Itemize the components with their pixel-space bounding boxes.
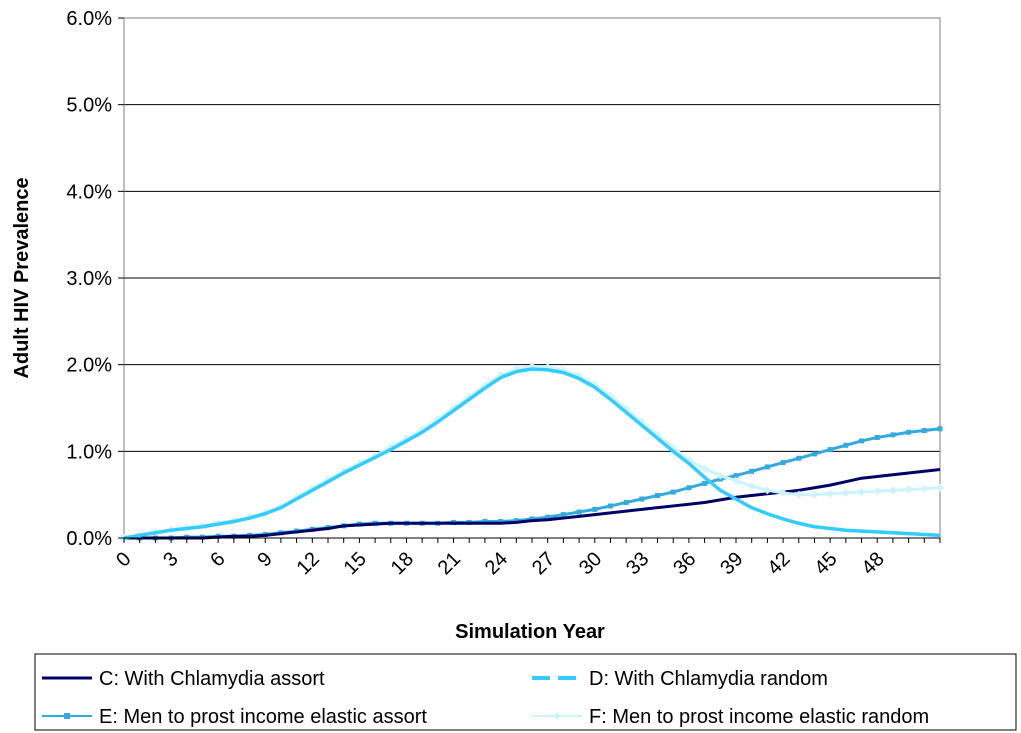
data-point xyxy=(937,426,943,432)
x-axis: 0 3 6 9 12 15 18 21 24 27 30 33 36 39 42 45 48 xyxy=(112,537,941,579)
data-point xyxy=(732,476,740,485)
data-point xyxy=(794,490,803,499)
x-tick-label: 6 xyxy=(206,548,229,571)
x-tick-label: 3 xyxy=(159,548,182,571)
data-point xyxy=(810,490,819,499)
data-point xyxy=(623,499,629,505)
data-point xyxy=(904,485,913,494)
x-axis-title: Simulation Year xyxy=(455,621,605,643)
legend-entry: D: With Chlamydia random xyxy=(532,668,828,690)
x-tick-label: 24 xyxy=(481,548,512,579)
legend-label: E: Men to prost income elastic assort xyxy=(99,706,427,728)
data-point xyxy=(920,484,929,493)
data-point xyxy=(749,468,755,474)
x-tick-label: 42 xyxy=(763,548,794,579)
data-point xyxy=(686,485,692,491)
legend-entry: C: With Chlamydia assort xyxy=(42,668,325,690)
y-tick-label: 4.0% xyxy=(66,181,112,203)
x-tick-label: 18 xyxy=(387,548,418,579)
x-tick-label: 36 xyxy=(669,548,700,579)
data-point xyxy=(906,429,912,435)
x-tick-label: 15 xyxy=(340,548,371,579)
data-point xyxy=(874,434,880,440)
data-point xyxy=(936,483,944,492)
data-point xyxy=(857,488,866,497)
y-tick-label: 6.0% xyxy=(66,8,112,30)
data-point xyxy=(764,464,770,470)
data-point xyxy=(888,486,897,495)
legend-label: D: With Chlamydia random xyxy=(589,668,828,690)
data-point xyxy=(482,519,488,525)
data-point xyxy=(747,482,756,490)
data-point xyxy=(826,489,835,498)
data-point xyxy=(639,496,645,502)
data-point xyxy=(702,480,708,486)
legend-entry: E: Men to prost income elastic assort xyxy=(42,706,427,728)
data-point xyxy=(921,428,927,434)
x-tick-label: 33 xyxy=(622,548,653,579)
data-point xyxy=(763,486,772,495)
data-point xyxy=(545,514,551,520)
data-point xyxy=(529,516,535,522)
data-point xyxy=(733,473,739,479)
legend-entry: F: Men to prost income elastic random xyxy=(532,706,929,728)
data-point xyxy=(841,488,850,497)
x-tick-label: 9 xyxy=(253,548,276,571)
series-c xyxy=(124,468,941,540)
series-line xyxy=(124,468,941,540)
series-layer xyxy=(120,362,944,542)
x-tick-label: 0 xyxy=(112,548,135,571)
data-point xyxy=(700,464,709,473)
data-point xyxy=(796,455,802,461)
x-tick-label: 12 xyxy=(293,548,324,579)
data-point xyxy=(843,442,849,448)
y-axis: 0.0% 1.0% 2.0% 3.0% 4.0% 5.0% 6.0% xyxy=(66,8,124,550)
data-point xyxy=(607,503,613,509)
x-tick-label: 39 xyxy=(716,548,747,579)
data-point xyxy=(670,489,676,495)
legend-box xyxy=(34,653,1017,731)
y-tick-label: 2.0% xyxy=(66,355,112,377)
data-point xyxy=(890,432,896,438)
data-point xyxy=(592,506,598,512)
y-tick-label: 3.0% xyxy=(66,268,112,290)
data-point xyxy=(827,447,833,453)
x-tick-label: 21 xyxy=(434,548,465,579)
legend-label: C: With Chlamydia assort xyxy=(99,668,325,690)
legend-marker xyxy=(553,712,561,720)
data-point xyxy=(779,488,788,497)
y-tick-label: 1.0% xyxy=(66,441,112,463)
legend-marker xyxy=(64,713,70,719)
data-point xyxy=(780,460,786,466)
y-tick-label: 0.0% xyxy=(66,528,112,550)
x-tick-label: 45 xyxy=(810,548,841,579)
x-tick-label: 48 xyxy=(857,548,888,579)
data-point xyxy=(560,512,566,518)
gridlines xyxy=(124,17,940,539)
legend: C: With Chlamydia assort D: With Chlamydi… xyxy=(34,653,1017,731)
y-tick-label: 5.0% xyxy=(66,95,112,117)
x-tick-label: 27 xyxy=(528,548,559,579)
data-point xyxy=(716,471,725,480)
data-point xyxy=(873,487,882,496)
data-point xyxy=(513,518,519,524)
data-point xyxy=(859,438,865,444)
series-d xyxy=(123,367,941,540)
x-tick-label: 30 xyxy=(575,548,606,579)
y-axis-title: Adult HIV Prevalence xyxy=(11,177,33,378)
data-point xyxy=(576,509,582,515)
data-point xyxy=(498,519,504,525)
legend-label: F: Men to prost income elastic random xyxy=(589,706,929,728)
series-e xyxy=(121,426,943,541)
data-point xyxy=(655,493,661,499)
series-line xyxy=(123,367,941,540)
data-point xyxy=(811,451,817,457)
